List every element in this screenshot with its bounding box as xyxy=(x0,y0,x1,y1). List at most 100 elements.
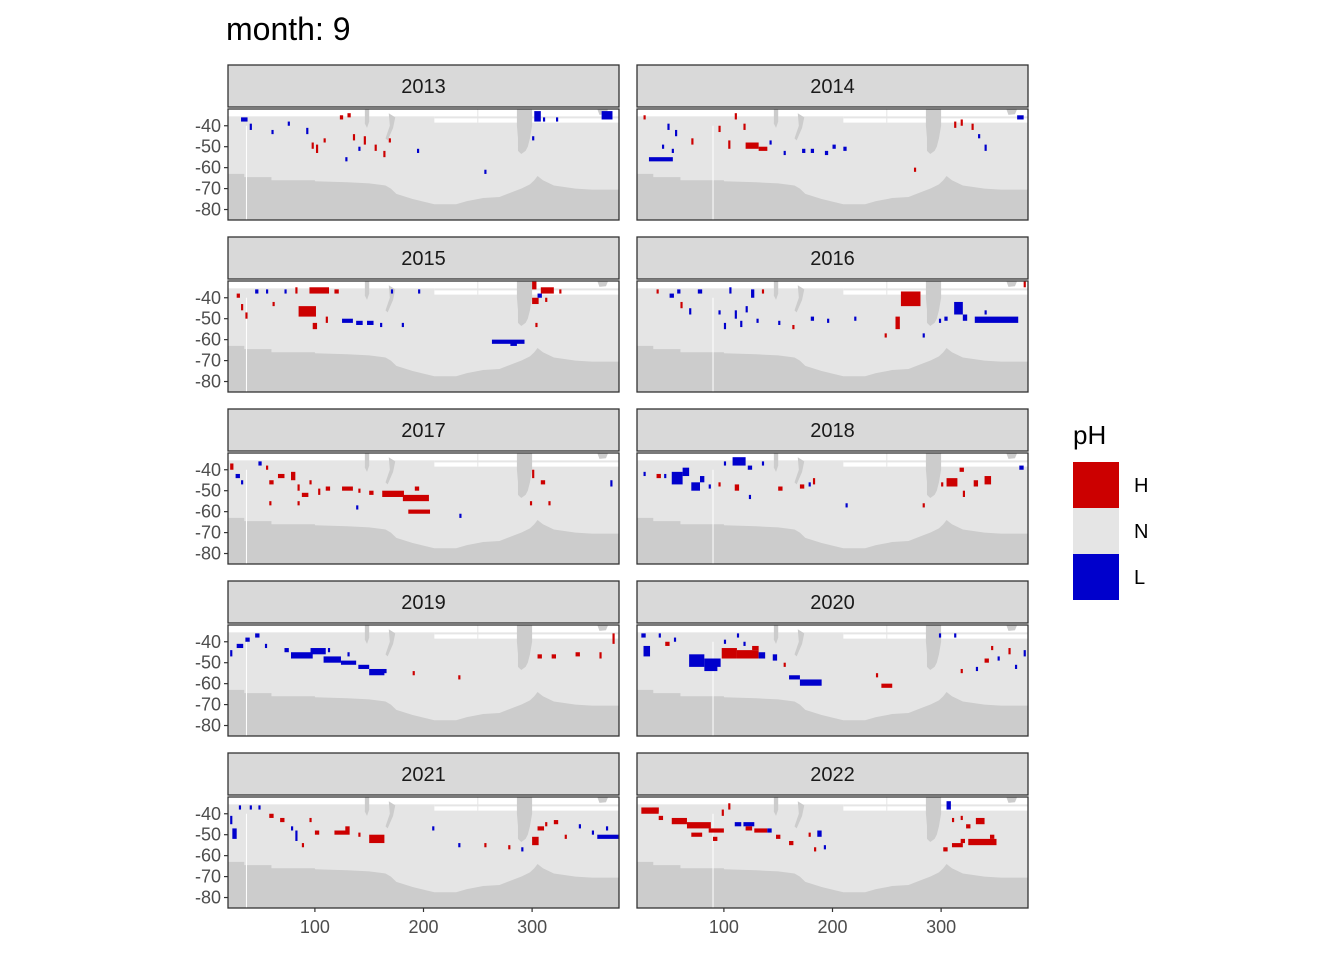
south-america-land xyxy=(925,109,942,155)
heatmap-cell xyxy=(718,310,721,315)
heatmap-cell xyxy=(459,513,462,518)
facet-strip-label: 2020 xyxy=(810,592,855,614)
heatmap-cell xyxy=(325,486,331,491)
heatmap-cell xyxy=(751,289,755,298)
heatmap-cell xyxy=(548,501,551,506)
facet-strip xyxy=(227,752,620,796)
africa-tip-land xyxy=(1006,797,1018,803)
heatmap-cell xyxy=(648,157,673,162)
y-tick-label: -50 xyxy=(195,825,221,845)
heatmap-cell xyxy=(971,123,974,130)
heatmap-cell xyxy=(664,473,667,479)
heatmap-cell xyxy=(708,828,724,833)
heatmap-cell xyxy=(682,467,690,477)
heatmap-cell xyxy=(721,648,737,659)
x-tick-label: 200 xyxy=(408,917,438,937)
heatmap-cell xyxy=(564,834,567,839)
heatmap-cell xyxy=(641,633,646,638)
heatmap-cell xyxy=(951,843,963,848)
tasmania-land xyxy=(773,281,779,300)
y-tick-label: -70 xyxy=(195,867,221,887)
heatmap-cell xyxy=(699,476,705,483)
new-zealand-land xyxy=(794,113,805,141)
y-tick-label: -50 xyxy=(195,653,221,673)
y-tick-label: -70 xyxy=(195,695,221,715)
heatmap-cell xyxy=(723,461,727,466)
heatmap-cell xyxy=(783,150,786,156)
heatmap-cell xyxy=(266,465,269,470)
heatmap-cell xyxy=(728,140,731,149)
tasmania-land xyxy=(364,797,370,816)
facet-strip-label: 2015 xyxy=(401,248,446,270)
heatmap-cell xyxy=(597,834,619,839)
x-tick-label: 100 xyxy=(300,917,330,937)
heatmap-cell xyxy=(545,822,548,827)
heatmap-cell xyxy=(301,492,309,497)
heatmap-cell xyxy=(599,652,602,659)
heatmap-cell xyxy=(854,316,857,321)
facet-panel-2022: 2022 100 200 300 xyxy=(636,752,1029,937)
heatmap-cell xyxy=(661,144,665,149)
heatmap-cell xyxy=(402,494,429,502)
tasmania-land xyxy=(773,797,779,816)
heatmap-cell xyxy=(484,843,487,848)
heatmap-cell xyxy=(269,480,274,485)
heatmap-cell xyxy=(540,480,546,485)
heatmap-cell xyxy=(658,815,664,821)
panel-border xyxy=(227,280,620,393)
heatmap-cell xyxy=(1017,115,1024,120)
heatmap-cell xyxy=(673,637,677,642)
heatmap-cell xyxy=(743,123,746,130)
legend: pH H N L xyxy=(1073,420,1148,600)
heatmap-cell xyxy=(656,473,661,479)
map-area xyxy=(228,453,619,564)
heatmap-cell xyxy=(643,115,646,120)
heatmap-cell xyxy=(900,291,921,307)
map-area xyxy=(228,625,619,736)
heatmap-cell xyxy=(943,847,948,852)
heatmap-cell xyxy=(342,318,353,323)
heatmap-cell xyxy=(290,471,296,481)
heatmap-cell xyxy=(1008,648,1011,655)
heatmap-cell xyxy=(484,169,487,174)
legend-label-h: H xyxy=(1134,475,1148,497)
heatmap-cell xyxy=(658,633,661,638)
heatmap-cell xyxy=(747,465,753,470)
heatmap-cell xyxy=(911,297,919,302)
heatmap-cell xyxy=(458,843,461,848)
heatmap-cell xyxy=(612,633,615,644)
heatmap-cell xyxy=(311,142,314,149)
heatmap-cell xyxy=(675,129,678,137)
heatmap-cell xyxy=(960,119,963,126)
map-area xyxy=(228,109,619,220)
heatmap-cell xyxy=(669,293,674,298)
heatmap-cell xyxy=(761,289,765,294)
x-tick-label: 100 xyxy=(709,917,739,937)
heatmap-cell xyxy=(345,157,348,162)
heatmap-cell xyxy=(718,482,721,487)
heatmap-cell xyxy=(269,813,274,818)
heatmap-cell xyxy=(802,148,806,153)
heatmap-cell xyxy=(817,830,822,837)
antarctica-land xyxy=(228,689,619,736)
tasmania-land xyxy=(773,453,779,472)
heatmap-cell xyxy=(729,287,732,294)
heatmap-cell xyxy=(713,836,718,841)
facet-strip-label: 2017 xyxy=(401,420,446,442)
heatmap-cell xyxy=(264,643,268,649)
heatmap-cell xyxy=(241,304,244,311)
heatmap-cell xyxy=(778,486,783,491)
south-america-land xyxy=(516,625,533,671)
heatmap-cell xyxy=(323,138,326,143)
heatmap-cell xyxy=(881,683,893,688)
panel-border xyxy=(636,280,1029,393)
heatmap-cell xyxy=(382,668,387,674)
heatmap-cell xyxy=(230,815,233,825)
south-america-land xyxy=(516,453,533,499)
heatmap-cell xyxy=(823,845,826,850)
heatmap-cell xyxy=(736,633,740,638)
facet-strip xyxy=(227,408,620,452)
south-america-land xyxy=(925,453,942,499)
map-area xyxy=(228,281,619,392)
heatmap-cell xyxy=(691,138,694,145)
